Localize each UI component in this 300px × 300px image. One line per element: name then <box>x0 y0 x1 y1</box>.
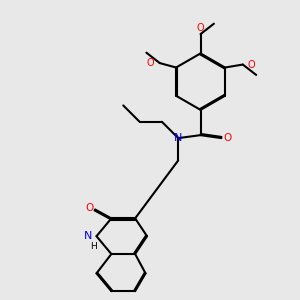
Text: O: O <box>223 133 231 143</box>
Text: O: O <box>197 23 204 33</box>
Text: O: O <box>85 203 93 213</box>
Text: N: N <box>84 231 93 241</box>
Text: H: H <box>90 242 97 251</box>
Text: N: N <box>174 133 182 143</box>
Text: O: O <box>146 58 154 68</box>
Text: O: O <box>247 59 255 70</box>
